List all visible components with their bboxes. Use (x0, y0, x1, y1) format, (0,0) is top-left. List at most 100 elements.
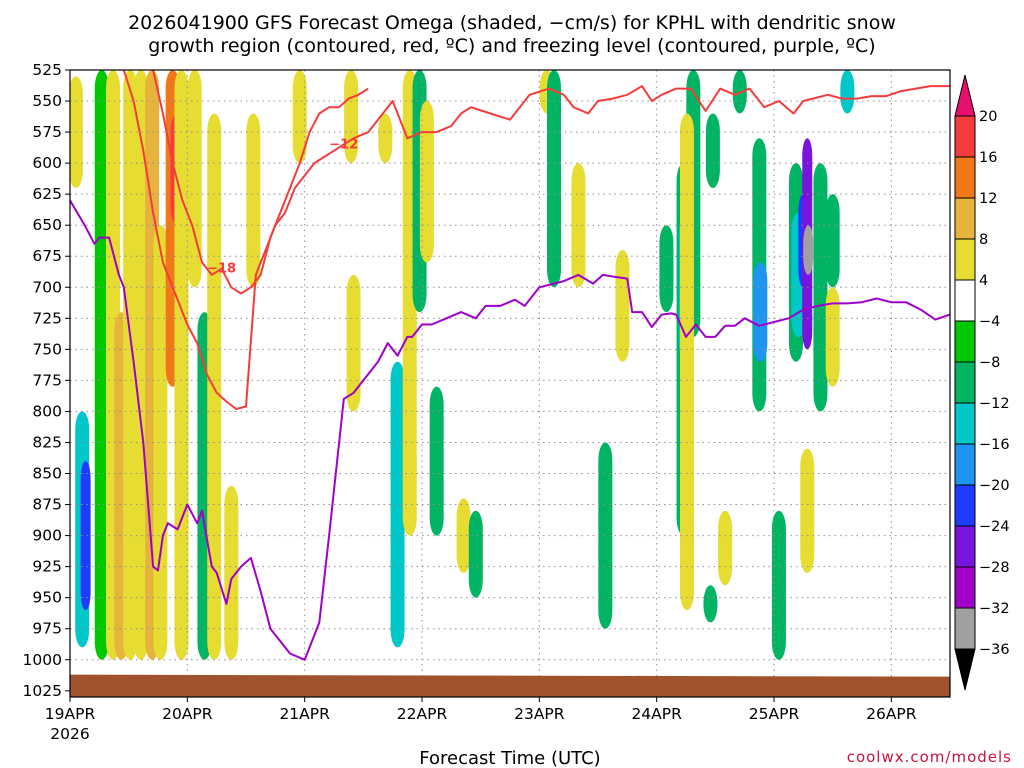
y-tick-label-20: 1025 (23, 682, 62, 700)
colorbar-cell-3 (954, 197, 976, 240)
x-tick-year-label: 2026 (50, 725, 89, 743)
colorbar-label-4: 4 (979, 273, 988, 289)
colorbar-label-7: −12 (979, 396, 1010, 412)
y-tick-label-10: 775 (32, 371, 62, 389)
x-tick-label-2: 21APR (279, 705, 330, 723)
colorbar-label-8: −16 (979, 437, 1010, 453)
colorbar-cell-5 (954, 279, 976, 322)
colorbar-cell-13 (954, 607, 976, 650)
y-tick-label-3: 600 (32, 154, 62, 172)
omega-blob-41 (718, 510, 733, 586)
colorbar-cell-0 (954, 74, 976, 117)
omega-blob-22 (390, 361, 405, 648)
omega-blob-33 (615, 250, 630, 362)
dgz-contour-0 (122, 70, 950, 410)
x-tick-label-5: 24APR (631, 705, 682, 723)
y-tick-label-11: 800 (32, 402, 62, 420)
omega-blob-55 (840, 70, 855, 114)
colorbar-label-3: 8 (979, 232, 988, 248)
omega-blob-9 (153, 225, 168, 660)
colorbar: 20 16 12 8 4 −4 −8 −12 −16 −20 −24 −28 −32 −36 (954, 74, 1010, 691)
y-tick-label-5: 650 (32, 216, 62, 234)
omega-blob-1 (80, 461, 91, 611)
y-tick-label-7: 700 (32, 278, 62, 296)
omega-blob-21 (378, 113, 393, 164)
colorbar-label-11: −28 (979, 560, 1010, 576)
plot-area: −12 −18 (69, 69, 951, 698)
colorbar-label-10: −24 (979, 519, 1010, 535)
omega-blob-26 (429, 386, 444, 536)
x-tick-label-7: 26APR (866, 705, 917, 723)
y-tick-label-2: 575 (32, 123, 62, 141)
omega-blob-28 (468, 510, 483, 598)
freezing-level-contour (70, 199, 950, 661)
x-axis: 19APR 20APR 21APR 22APR 23APR 24APR 25APR 26APR… (45, 697, 917, 743)
omega-blob-25 (419, 101, 434, 263)
y-tick-label-16: 925 (32, 558, 62, 576)
y-tick-label-6: 675 (32, 247, 62, 265)
omega-blob-51 (800, 448, 815, 573)
dgz-contour-label-1: −18 (207, 262, 236, 277)
omega-blob-12 (174, 70, 189, 660)
x-axis-title: Forecast Time (UTC) (419, 748, 600, 768)
y-tick-label-0: 525 (32, 61, 62, 79)
colorbar-cell-11 (954, 525, 976, 568)
omega-blob-32 (598, 442, 613, 629)
dgz-contour-1 (152, 70, 369, 295)
omega-blob-16 (224, 485, 239, 660)
x-tick-label-3: 22APR (397, 705, 448, 723)
x-tick-label-6: 25APR (749, 705, 800, 723)
colorbar-cell-12 (954, 566, 976, 609)
omega-blob-18 (292, 70, 307, 164)
x-tick-label-4: 23APR (514, 705, 565, 723)
colorbar-cell-7 (954, 361, 976, 404)
omega-blob-45 (771, 510, 786, 660)
colorbar-cell-14 (954, 648, 976, 691)
colorbar-cell-6 (954, 320, 976, 363)
colorbar-cell-2 (954, 156, 976, 199)
colorbar-cell-4 (954, 238, 976, 281)
plot-frame (69, 69, 951, 698)
colorbar-cell-1 (954, 115, 976, 158)
y-tick-label-4: 625 (32, 185, 62, 203)
colorbar-label-0: 20 (979, 109, 997, 125)
chart-title-line-2: growth region (contoured, red, ºC) and f… (148, 35, 875, 57)
credit-text: coolwx.com/models (847, 748, 1012, 766)
contours: −12 −18 (70, 70, 950, 661)
omega-blob-54 (825, 287, 840, 387)
omega-blob-7 (133, 70, 148, 660)
dgz-contour-label-0: −12 (329, 137, 358, 152)
y-tick-label-8: 725 (32, 309, 62, 327)
y-tick-label-13: 850 (32, 465, 62, 483)
omega-blob-17 (246, 113, 261, 288)
omega-blob-34 (659, 225, 674, 313)
y-tick-label-19: 1000 (23, 651, 62, 669)
y-tick-label-17: 950 (32, 589, 62, 607)
omega-blob-44 (753, 262, 768, 362)
colorbar-label-6: −8 (979, 355, 1000, 371)
omega-blob-40 (703, 585, 718, 623)
omega-blob-27 (456, 498, 471, 573)
colorbar-label-5: −4 (979, 314, 1000, 330)
omega-blob-19 (344, 70, 359, 164)
omega-blob-38 (679, 113, 694, 611)
y-axis: 525 550 575 600 625 650 675 700 725 750 775 800 825 8… (23, 61, 70, 700)
omega-blob-13 (187, 70, 202, 288)
omega-blob-3 (94, 70, 109, 660)
omega-blob-31 (571, 163, 586, 288)
y-tick-label-1: 550 (32, 92, 62, 110)
colorbar-label-2: 12 (979, 191, 997, 207)
colorbar-label-1: 16 (979, 150, 997, 166)
colorbar-label-9: −20 (979, 478, 1010, 494)
colorbar-label-13: −36 (979, 642, 1010, 658)
chart-title-line-1: 2026041900 GFS Forecast Omega (shaded, −… (128, 12, 896, 34)
y-tick-label-18: 975 (32, 620, 62, 638)
omega-blob-39 (705, 113, 720, 188)
y-tick-label-12: 825 (32, 433, 62, 451)
terrain-band (70, 674, 950, 697)
x-tick-label-0: 19APR (45, 705, 96, 723)
terrain (70, 674, 950, 697)
omega-blob-52 (813, 163, 828, 412)
omega-blob-20 (346, 274, 361, 412)
